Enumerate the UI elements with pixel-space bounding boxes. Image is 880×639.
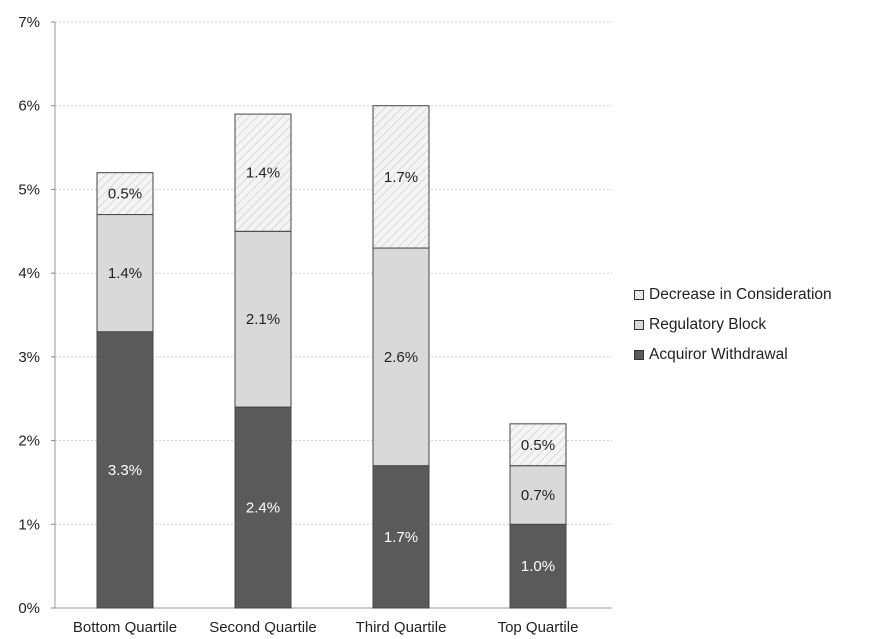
x-axis-labels: Bottom Quartile Second Quartile Third Quar… bbox=[73, 619, 579, 636]
bar-segment-acquiror-withdrawal bbox=[96, 331, 154, 609]
legend-item: Regulatory Block bbox=[634, 310, 832, 340]
legend-swatch bbox=[634, 350, 644, 360]
data-label: 1.7% bbox=[384, 529, 418, 546]
bar-segment-decrease-in-consideration bbox=[509, 423, 567, 467]
y-tick-label: 4% bbox=[18, 265, 40, 282]
x-category-label: Second Quartile bbox=[209, 619, 317, 636]
y-tick-label: 0% bbox=[18, 600, 40, 617]
bar-segment-regulatory-block bbox=[372, 247, 430, 467]
data-label: 0.5% bbox=[108, 186, 142, 203]
legend-item: Acquiror Withdrawal bbox=[634, 340, 832, 370]
legend: Decrease in Consideration Regulatory Bloc… bbox=[634, 280, 832, 370]
data-label: 1.4% bbox=[246, 165, 280, 182]
y-tick-label: 7% bbox=[18, 14, 40, 31]
data-label: 1.4% bbox=[108, 265, 142, 282]
y-tick-label: 3% bbox=[18, 349, 40, 366]
data-label: 2.4% bbox=[246, 500, 280, 517]
data-label: 2.1% bbox=[246, 311, 280, 328]
y-tick-label: 5% bbox=[18, 181, 40, 198]
data-label: 1.7% bbox=[384, 169, 418, 186]
bars bbox=[96, 105, 567, 609]
bar-segment-regulatory-block bbox=[509, 465, 567, 525]
y-axis: 0% 1% 2% 3% 4% 5% 6% 7% bbox=[18, 14, 612, 617]
legend-label: Acquiror Withdrawal bbox=[649, 346, 788, 363]
bar-segment-decrease-in-consideration bbox=[234, 113, 292, 232]
bar-segment-acquiror-withdrawal bbox=[509, 523, 567, 609]
legend-item: Decrease in Consideration bbox=[634, 280, 832, 310]
x-category-label: Top Quartile bbox=[498, 619, 579, 636]
bar-segment-regulatory-block bbox=[234, 230, 292, 408]
data-label: 0.5% bbox=[521, 437, 555, 454]
data-label: 2.6% bbox=[384, 349, 418, 366]
data-label: 0.7% bbox=[521, 487, 555, 504]
data-label: 3.3% bbox=[108, 462, 142, 479]
legend-swatch bbox=[634, 290, 644, 300]
legend-label: Decrease in Consideration bbox=[649, 286, 832, 303]
x-category-label: Bottom Quartile bbox=[73, 619, 177, 636]
data-label: 1.0% bbox=[521, 558, 555, 575]
bar-segment-regulatory-block bbox=[96, 214, 154, 333]
y-tick-label: 6% bbox=[18, 98, 40, 115]
bar-segment-acquiror-withdrawal bbox=[372, 465, 430, 609]
bar-segment-decrease-in-consideration bbox=[372, 105, 430, 249]
bar-segment-decrease-in-consideration bbox=[96, 172, 154, 216]
legend-label: Regulatory Block bbox=[649, 316, 767, 333]
y-tick-label: 1% bbox=[18, 516, 40, 533]
x-category-label: Third Quartile bbox=[356, 619, 447, 636]
legend-swatch bbox=[634, 320, 644, 330]
y-tick-label: 2% bbox=[18, 433, 40, 450]
data-labels: 3.3% 1.4% 0.5% 2.4% 2.1% 1.4% 1.7% 2.6% 1.7% 1.0%… bbox=[108, 165, 555, 575]
